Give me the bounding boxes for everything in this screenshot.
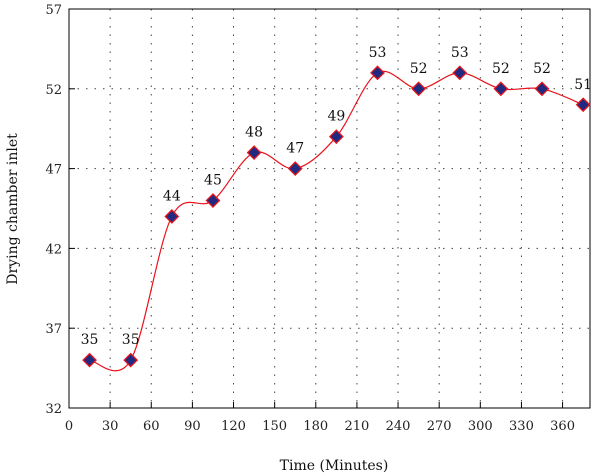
x-tick-label: 150 <box>262 419 287 434</box>
data-point <box>164 209 180 224</box>
x-tick-label: 270 <box>427 419 452 434</box>
y-tick-label: 42 <box>45 242 62 257</box>
data-point <box>82 352 97 368</box>
x-axis-title: Time (Minutes) <box>280 458 389 474</box>
plot-frame <box>68 8 591 409</box>
x-tick-label: 30 <box>102 419 119 434</box>
data-point <box>123 352 139 368</box>
data-label: 45 <box>204 173 222 189</box>
data-point <box>452 65 468 81</box>
data-point <box>370 65 385 81</box>
data-point <box>493 81 509 97</box>
data-label: 52 <box>410 61 428 77</box>
x-tick-label: 90 <box>184 419 201 434</box>
data-label: 47 <box>286 141 304 157</box>
data-label: 35 <box>122 332 140 348</box>
data-point <box>411 81 427 97</box>
axis-ticks <box>68 8 564 409</box>
x-tick-label: 180 <box>303 419 328 434</box>
data-point <box>205 193 221 208</box>
x-tick-label: 120 <box>221 419 246 434</box>
data-label: 52 <box>533 61 551 77</box>
y-tick-label: 57 <box>45 3 62 18</box>
data-point <box>246 145 262 161</box>
x-tick-label: 240 <box>386 419 411 434</box>
y-tick-label: 47 <box>45 163 62 178</box>
x-tick-label: 0 <box>65 419 73 434</box>
y-tick-labels: 32 37 42 47 52 57 <box>45 3 62 417</box>
data-label: 49 <box>327 109 345 125</box>
y-axis-title: Drying chamber inlet <box>5 133 21 285</box>
data-label: 53 <box>451 45 469 61</box>
grid <box>69 9 590 408</box>
x-tick-label: 300 <box>468 419 493 434</box>
x-tick-label: 210 <box>345 419 370 434</box>
x-tick-label: 60 <box>143 419 160 434</box>
data-label: 51 <box>574 77 592 93</box>
y-tick-label: 32 <box>45 402 62 417</box>
data-labels: 35 35 44 45 48 47 49 53 52 53 52 52 51 <box>81 45 592 348</box>
data-point <box>575 97 591 113</box>
data-point <box>287 161 303 177</box>
data-label: 35 <box>81 332 99 348</box>
x-tick-label: 330 <box>509 419 534 434</box>
data-label: 48 <box>245 125 263 141</box>
data-label: 44 <box>163 188 181 204</box>
data-point <box>328 129 344 145</box>
data-markers <box>82 65 591 368</box>
data-label: 52 <box>492 61 510 77</box>
y-tick-label: 37 <box>45 322 62 337</box>
data-label: 53 <box>369 45 387 61</box>
x-tick-labels: 0 30 60 90 120 150 180 210 240 270 300 330 360 <box>65 419 575 434</box>
x-tick-label: 360 <box>550 419 575 434</box>
y-tick-label: 52 <box>45 83 62 98</box>
data-point <box>534 81 550 97</box>
